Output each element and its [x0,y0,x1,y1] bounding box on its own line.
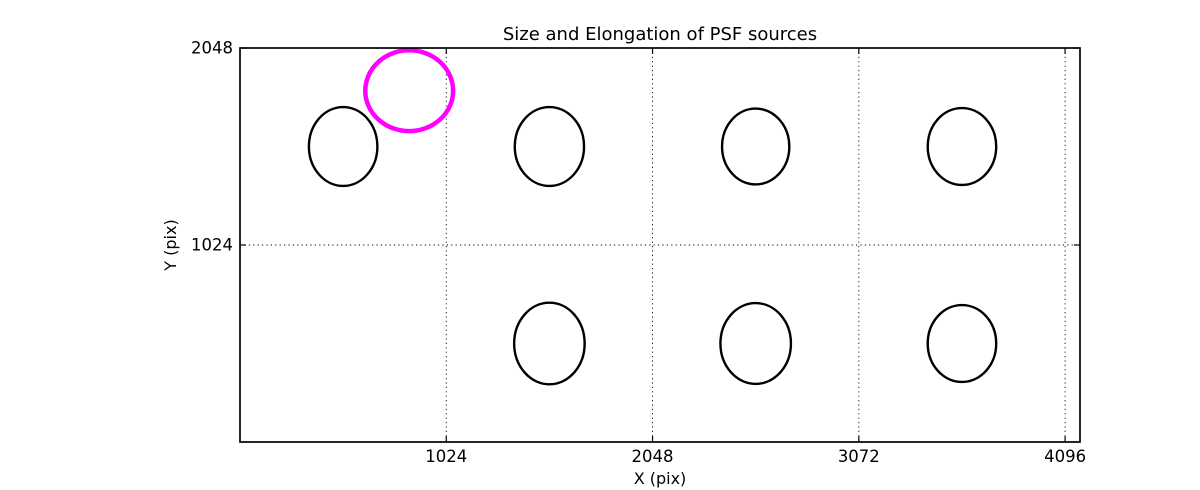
psf-ellipse [719,301,793,386]
psf-ellipse [513,105,586,188]
psf-ellipse [512,301,586,386]
x-axis-label: X (pix) [634,469,687,488]
psf-ellipse [307,105,379,188]
highlighted-psf-ellipse [363,48,456,134]
y-axis-label: Y (pix) [161,219,180,271]
x-tick-label: 4096 [1044,447,1086,466]
grid-layer [240,48,1080,442]
x-tick-label: 3072 [838,447,880,466]
tick-layer [240,47,1080,442]
x-tick-label: 1024 [425,447,467,466]
x-tick-label: 2048 [632,447,674,466]
plot-title: Size and Elongation of PSF sources [503,24,817,45]
y-tick-label: 1024 [191,236,233,255]
psf-ellipse [926,106,998,187]
y-tick-label: 2048 [191,39,233,58]
psf-ellipse [720,107,791,186]
psf-source-layer [307,48,998,386]
tick-label-layer: 1024 2048 3072 4096 1024 2048 [191,39,1086,467]
psf-ellipse [926,303,998,384]
